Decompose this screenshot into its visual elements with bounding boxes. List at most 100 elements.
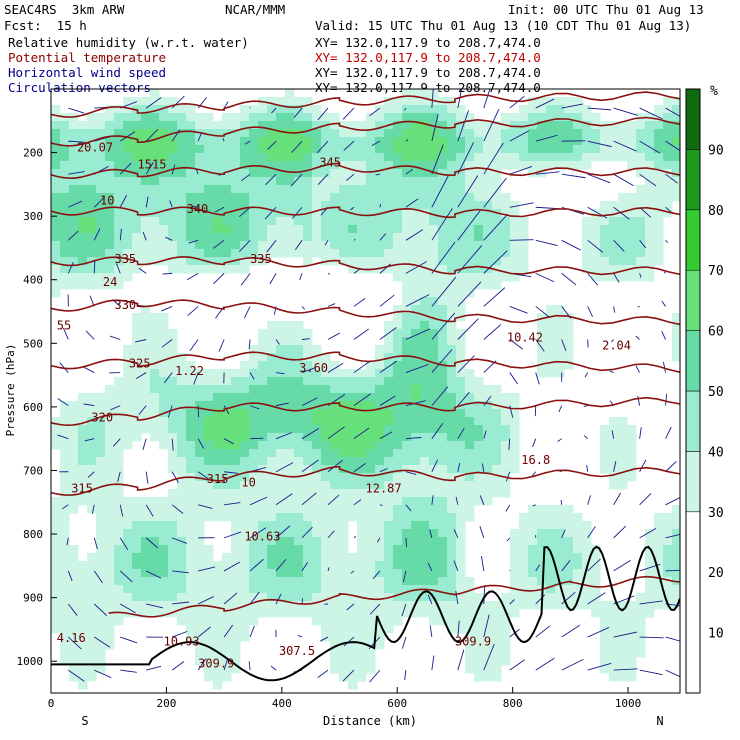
rh-cell <box>663 537 673 546</box>
rh-cell <box>537 121 547 130</box>
rh-cell <box>123 201 133 210</box>
rh-cell <box>177 105 187 114</box>
rh-cell <box>213 145 223 154</box>
rh-cell <box>537 145 547 154</box>
rh-cell <box>105 497 115 506</box>
rh-cell <box>411 433 421 442</box>
rh-cell <box>582 593 592 602</box>
rh-cell <box>186 225 196 234</box>
rh-cell <box>492 193 502 202</box>
rh-cell <box>294 393 304 402</box>
rh-cell <box>474 169 484 178</box>
rh-cell <box>132 209 142 218</box>
rh-cell <box>366 201 376 210</box>
rh-cell <box>366 241 376 250</box>
rh-cell <box>339 609 349 618</box>
rh-cell <box>330 473 340 482</box>
rh-cell <box>195 465 205 474</box>
rh-cell <box>258 257 268 266</box>
rh-cell <box>420 417 430 426</box>
rh-cell <box>384 249 394 258</box>
vector-arrow <box>379 395 396 407</box>
rh-cell <box>96 177 106 186</box>
rh-cell <box>456 513 466 522</box>
rh-cell <box>105 265 115 274</box>
vector-arrow <box>639 206 652 218</box>
rh-cell <box>123 169 133 178</box>
rh-cell <box>276 409 286 418</box>
rh-cell <box>357 145 367 154</box>
rh-cell <box>456 257 466 266</box>
rh-cell <box>438 169 448 178</box>
rh-cell <box>267 417 277 426</box>
rh-cell <box>240 225 250 234</box>
rh-cell <box>627 209 637 218</box>
colorbar-segment <box>685 209 701 271</box>
rh-cell <box>222 113 232 122</box>
vector-arrow <box>483 643 495 671</box>
rh-cell <box>600 129 610 138</box>
rh-cell <box>627 257 637 266</box>
rh-cell <box>204 217 214 226</box>
rh-cell <box>105 521 115 530</box>
rh-cell <box>141 353 151 362</box>
rh-cell <box>600 601 610 610</box>
rh-cell <box>411 569 421 578</box>
rh-cell <box>591 273 601 282</box>
vector-arrow <box>483 177 507 208</box>
rh-cell <box>222 609 232 618</box>
rh-cell <box>213 193 223 202</box>
vector-arrow <box>68 140 86 143</box>
rh-cell <box>213 225 223 234</box>
rh-cell <box>312 233 322 242</box>
rh-cell <box>402 553 412 562</box>
rh-cell <box>186 169 196 178</box>
rh-cell <box>105 105 115 114</box>
rh-cell <box>564 153 574 162</box>
rh-cell <box>141 393 151 402</box>
rh-cell <box>249 601 259 610</box>
rh-cell <box>474 145 484 154</box>
rh-cell <box>474 129 484 138</box>
rh-cell <box>474 665 484 674</box>
rh-cell <box>204 265 214 274</box>
rh-cell <box>537 153 547 162</box>
vector-arrow <box>301 338 310 340</box>
vector-arrow <box>639 669 663 676</box>
rh-cell <box>555 329 565 338</box>
rh-cell <box>105 513 115 522</box>
rh-cell <box>348 409 358 418</box>
rh-cell <box>465 633 475 642</box>
rh-cell <box>420 441 430 450</box>
rh-cell <box>213 497 223 506</box>
rh-cell <box>627 609 637 618</box>
rh-cell <box>105 241 115 250</box>
contour-label: 4.16 <box>57 631 86 645</box>
rh-cell <box>123 361 133 370</box>
rh-cell <box>114 145 124 154</box>
rh-cell <box>321 593 331 602</box>
rh-cell <box>276 537 286 546</box>
rh-cell <box>600 145 610 154</box>
rh-cell <box>528 577 538 586</box>
rh-cell <box>447 617 457 626</box>
rh-cell <box>204 641 214 650</box>
rh-cell <box>87 161 97 170</box>
rh-cell <box>618 249 628 258</box>
rh-cell <box>402 529 412 538</box>
rh-cell <box>366 137 376 146</box>
rh-cell <box>564 513 574 522</box>
vector-arrow <box>611 430 615 439</box>
rh-cell <box>123 577 133 586</box>
rh-cell <box>501 193 511 202</box>
rh-cell <box>330 409 340 418</box>
rh-cell <box>591 209 601 218</box>
rh-cell <box>159 385 169 394</box>
rh-cell <box>168 433 178 442</box>
rh-cell <box>447 337 457 346</box>
rh-cell <box>438 409 448 418</box>
rh-cell <box>312 249 322 258</box>
rh-cell <box>258 513 268 522</box>
rh-cell <box>132 177 142 186</box>
rh-cell <box>321 489 331 498</box>
